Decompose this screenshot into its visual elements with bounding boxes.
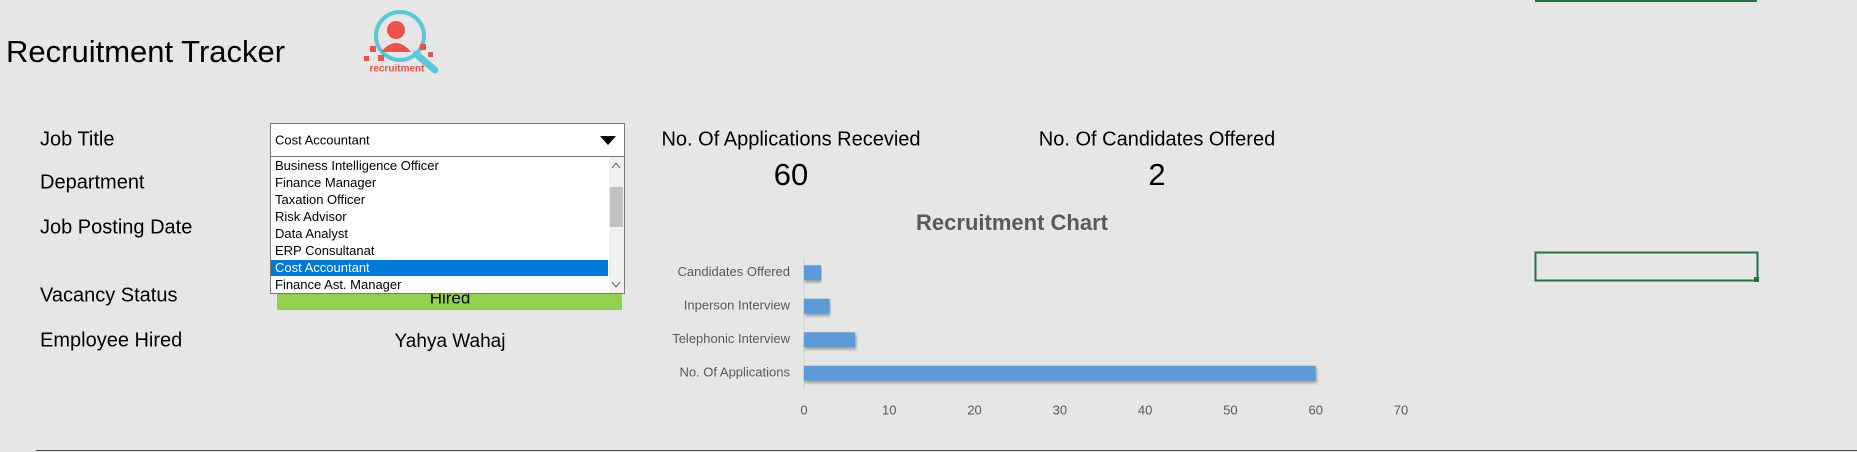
dropdown-box[interactable] xyxy=(270,123,625,157)
dropdown-option[interactable]: Finance Manager xyxy=(275,175,377,190)
status-bar xyxy=(277,289,622,310)
x-tick-label: 60 xyxy=(1308,402,1322,417)
x-tick-label: 30 xyxy=(1053,402,1067,417)
field-label: Vacancy Status xyxy=(40,284,177,306)
bar xyxy=(804,332,856,348)
dropdown-option[interactable]: Data Analyst xyxy=(275,226,348,241)
y-tick-label: Inperson Interview xyxy=(684,298,791,313)
page-title: Recruitment Tracker xyxy=(6,34,285,69)
x-tick-label: 10 xyxy=(882,402,896,417)
dropdown-option[interactable]: Finance Ast. Manager xyxy=(275,277,402,292)
logo-text: recruitment xyxy=(369,64,425,75)
dropdown-arrow xyxy=(600,136,616,145)
scroll-up[interactable] xyxy=(611,162,621,169)
scroll-down[interactable] xyxy=(611,281,621,288)
dropdown-option[interactable]: Taxation Officer xyxy=(275,192,366,207)
chart: Recruitment Chart 0 10 20 30 40 50 60 70 No. Of … xyxy=(672,210,1408,418)
kpi-value: 60 xyxy=(774,157,808,192)
kpi-label: No. Of Applications Recevied xyxy=(661,128,920,150)
dropdown-option[interactable]: ERP Consultanat xyxy=(275,243,375,258)
dropdown-option[interactable]: Business Intelligence Officer xyxy=(275,158,439,173)
x-tick-label: 40 xyxy=(1138,402,1152,417)
field-label: Job Title xyxy=(40,128,114,150)
selected-cell[interactable] xyxy=(1534,251,1759,282)
scroll-thumb[interactable] xyxy=(610,187,623,227)
employee-hired: Yahya Wahaj xyxy=(395,331,506,352)
bar xyxy=(804,365,1316,381)
x-tick-label: 70 xyxy=(1394,402,1408,417)
field-label: Employee Hired xyxy=(40,329,182,351)
dropdown-list: Business Intelligence Officer Finance Man… xyxy=(270,156,625,294)
selected-option-bg xyxy=(271,260,608,276)
dropdown-option[interactable]: Cost Accountant xyxy=(275,260,370,275)
fill-handle xyxy=(1754,277,1759,282)
bar xyxy=(804,298,830,314)
logo: recruitment xyxy=(364,10,439,75)
field-label: Job Posting Date xyxy=(40,216,192,238)
y-tick-label: No. Of Applications xyxy=(679,365,790,380)
dropdown-option[interactable]: Risk Advisor xyxy=(275,209,347,224)
x-tick-label: 50 xyxy=(1223,402,1237,417)
kpi-label: No. Of Candidates Offered xyxy=(1039,128,1275,150)
dropdown-value: Cost Accountant xyxy=(275,132,370,147)
x-tick-label: 0 xyxy=(800,402,807,417)
chart-title: Recruitment Chart xyxy=(916,210,1109,235)
bar xyxy=(804,265,822,281)
job-title-dropdown[interactable]: Cost Accountant xyxy=(270,123,625,157)
y-tick-label: Telephonic Interview xyxy=(672,331,790,346)
x-tick-label: 20 xyxy=(967,402,981,417)
y-tick-label: Candidates Offered xyxy=(678,264,791,279)
kpi-value: 2 xyxy=(1148,157,1165,192)
field-label: Department xyxy=(40,171,145,193)
